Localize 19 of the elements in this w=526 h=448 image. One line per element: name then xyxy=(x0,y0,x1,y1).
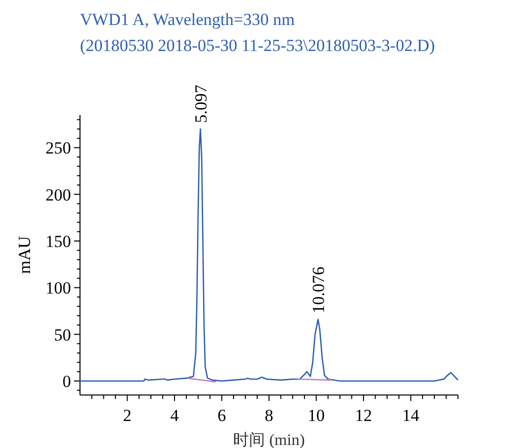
y-tick-label: 0 xyxy=(62,372,71,391)
y-tick-label: 150 xyxy=(46,232,71,251)
line-series xyxy=(79,128,459,382)
x-tick-label: 2 xyxy=(123,406,132,425)
annotation: 10.076 xyxy=(309,266,328,314)
x-tick-label: 8 xyxy=(264,406,274,425)
chart-title: VWD1 A, Wavelength=330 nm xyxy=(80,10,295,29)
y-tick-label: 100 xyxy=(46,278,71,298)
x-tick-label: 12 xyxy=(355,406,372,425)
x-tick-label: 14 xyxy=(402,406,420,425)
x-tick-label: 4 xyxy=(170,406,180,425)
y-tick-label: 200 xyxy=(46,185,71,204)
y-axis-title: mAU xyxy=(15,236,34,274)
chart-subtitle: (20180530 2018-05-30 11-25-53\20180503-3-02.D) xyxy=(80,36,435,55)
x-tick-label: 10 xyxy=(308,406,325,425)
y-tick-label: 50 xyxy=(54,325,71,344)
x-tick-label: 6 xyxy=(218,406,226,425)
y-tick-label: 250 xyxy=(46,138,71,158)
annotation: 5.097 xyxy=(191,84,210,123)
